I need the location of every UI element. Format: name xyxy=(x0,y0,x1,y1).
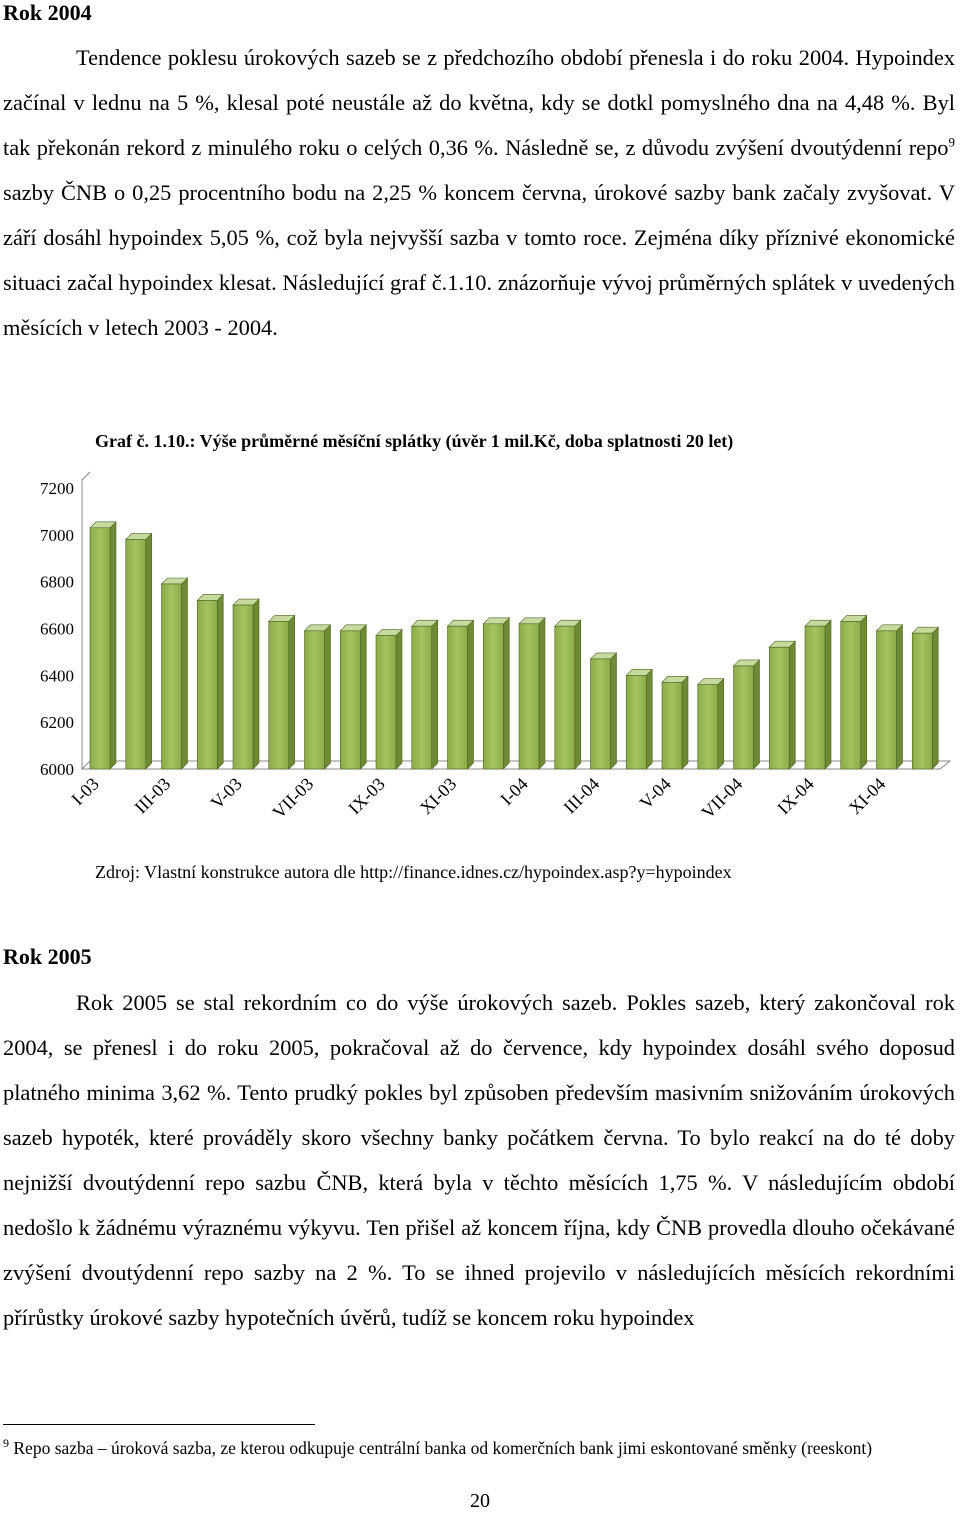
bar xyxy=(411,625,433,770)
x-tick-label: I-04 xyxy=(496,774,531,809)
x-tick-label: IX-03 xyxy=(344,774,389,819)
section-heading: Rok 2005 xyxy=(3,944,92,969)
x-tick-label: XI-04 xyxy=(845,774,890,819)
footnote-rule xyxy=(3,1424,315,1425)
bar xyxy=(89,527,111,770)
bar xyxy=(733,665,754,770)
bar-side xyxy=(216,593,224,770)
bar-side xyxy=(931,626,939,770)
footnote-text: Repo sazba – úroková sazba, ze kterou od… xyxy=(13,1438,873,1458)
bar xyxy=(911,632,933,770)
bar xyxy=(268,621,290,770)
bar-side xyxy=(252,598,260,770)
y-tick-label: 6800 xyxy=(40,573,74,592)
bar xyxy=(518,623,540,770)
bar xyxy=(840,621,862,770)
x-tick-label: III-03 xyxy=(130,774,174,818)
y-tick-label: 6600 xyxy=(40,620,74,639)
footnote: 9 Repo sazba – úroková sazba, ze kterou … xyxy=(3,1436,943,1461)
bar-side xyxy=(431,619,439,770)
bar xyxy=(554,625,576,770)
bar-side xyxy=(753,659,760,770)
bar xyxy=(375,635,397,770)
section-heading: Rok 2004 xyxy=(3,0,92,25)
x-tick-label: VII-03 xyxy=(269,774,318,823)
plot-floor xyxy=(80,760,952,770)
paragraph-text: Tendence poklesu úrokových sazeb se z př… xyxy=(3,45,955,160)
y-tick-label: 7200 xyxy=(40,479,74,498)
bar-side xyxy=(610,652,617,770)
bar-side xyxy=(538,617,546,770)
bar-side xyxy=(860,614,868,770)
bar-side xyxy=(717,677,725,770)
paragraph: Tendence poklesu úrokových sazeb se z př… xyxy=(3,35,955,350)
source-note: Zdroj: Vlastní konstrukce autora dle htt… xyxy=(95,862,732,882)
bar xyxy=(161,583,182,770)
x-tick-label: XI-03 xyxy=(416,774,461,819)
x-tick-label: III-04 xyxy=(559,774,603,818)
bar xyxy=(876,630,897,770)
bar-side xyxy=(896,624,903,770)
bar-side xyxy=(324,624,331,770)
footnote-ref: 9 xyxy=(948,134,956,150)
footnote-mark: 9 xyxy=(3,1436,9,1451)
x-tick-label: V-03 xyxy=(207,774,246,813)
y-tick-label: 7000 xyxy=(40,526,74,545)
bar xyxy=(590,658,611,770)
bar-side xyxy=(145,532,153,770)
paragraph-text: sazby ČNB o 0,25 procentního bodu na 2,2… xyxy=(3,180,955,340)
y-tick-label: 6400 xyxy=(40,666,74,685)
paragraph: Rok 2005 se stal rekordním co do výše úr… xyxy=(3,990,955,1330)
x-tick-label: VII-04 xyxy=(698,774,747,823)
bar xyxy=(232,604,254,770)
bar-side xyxy=(788,640,796,770)
bar xyxy=(697,684,719,770)
bar xyxy=(125,539,147,770)
bar xyxy=(804,625,826,770)
bar-side xyxy=(824,619,832,770)
bar xyxy=(768,646,790,770)
bar-side xyxy=(288,614,296,770)
bar-side xyxy=(109,521,117,770)
bar xyxy=(661,682,683,770)
bar xyxy=(339,630,361,770)
bar xyxy=(625,675,647,770)
x-tick-label: IX-04 xyxy=(773,774,818,819)
y-tick-label: 6000 xyxy=(40,760,74,779)
bar xyxy=(304,630,325,770)
page-number: 20 xyxy=(470,1490,490,1512)
bar-side xyxy=(359,624,367,770)
bar xyxy=(196,600,218,770)
bar xyxy=(447,625,468,770)
bar-side xyxy=(181,577,188,770)
plot-wall xyxy=(81,471,91,769)
chart: Graf č. 1.10.: Výše průměrné měsíční spl… xyxy=(40,431,952,823)
chart-title: Graf č. 1.10.: Výše průměrné měsíční spl… xyxy=(95,431,733,452)
bar-side xyxy=(502,617,510,770)
bar-side xyxy=(395,628,403,770)
y-tick-label: 6200 xyxy=(40,713,74,732)
bar-side xyxy=(467,619,474,770)
x-tick-label: V-04 xyxy=(636,774,675,813)
bar-side xyxy=(574,619,582,770)
bar xyxy=(482,623,504,770)
bar-side xyxy=(681,675,689,770)
bar-side xyxy=(645,668,653,770)
